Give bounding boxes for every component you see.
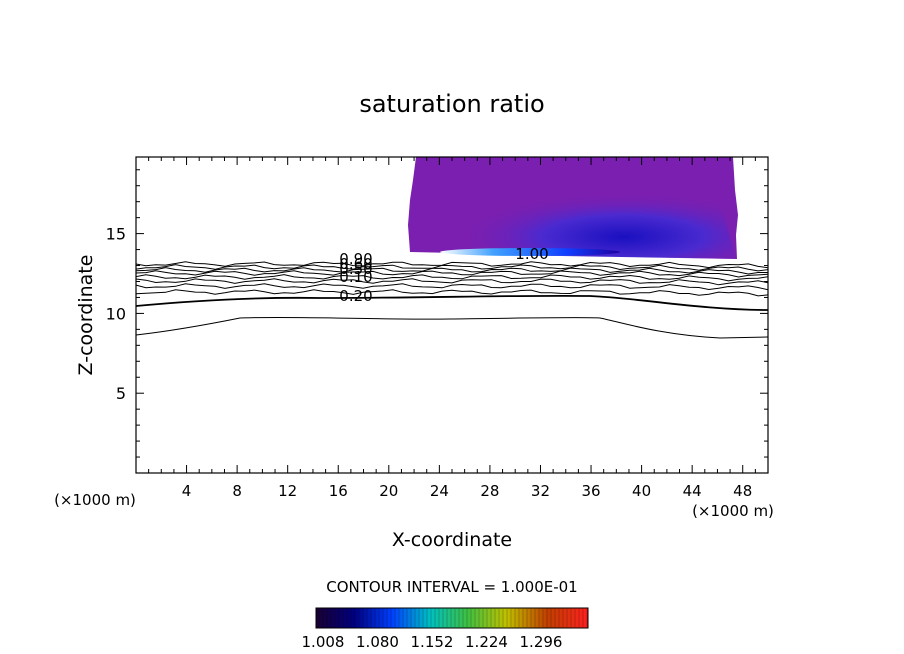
x-unit-label-right: (×1000 m) xyxy=(692,502,774,520)
contour-line xyxy=(136,283,768,291)
contour-line xyxy=(136,264,768,272)
y-tick-labels: 5 10 15 xyxy=(106,225,126,404)
x-tick-label: 32 xyxy=(531,482,550,500)
contour-line xyxy=(136,267,768,275)
x-tick-label: 44 xyxy=(683,482,702,500)
contour-label: 0.10 xyxy=(339,268,372,286)
x-tick-label: 36 xyxy=(581,482,600,500)
x-tick-label: 24 xyxy=(430,482,449,500)
contour-line xyxy=(136,274,768,282)
saturated-core xyxy=(440,180,736,259)
contour-labels: 0.900.600.500.100.20 1.00 xyxy=(339,245,548,305)
contour-line xyxy=(136,278,768,286)
contour-label: 1.00 xyxy=(515,245,548,263)
x-tick-label: 28 xyxy=(480,482,499,500)
x-tick-label: 4 xyxy=(182,482,192,500)
colorbar-stripes xyxy=(318,609,588,627)
saturated-band xyxy=(440,248,620,256)
x-axis-label: X-coordinate xyxy=(392,529,512,551)
x-tick-labels: 4 8 12 16 20 24 28 32 36 40 44 48 xyxy=(182,482,752,500)
chart-title: saturation ratio xyxy=(359,90,544,118)
x-unit-label-left: (×1000 m) xyxy=(54,491,136,509)
contour-label: 0.90 xyxy=(339,250,372,268)
colorbar-tick-label: 1.224 xyxy=(465,633,508,651)
x-tick-label: 48 xyxy=(733,482,752,500)
axis-ticks xyxy=(136,157,768,473)
y-tick-label: 15 xyxy=(106,225,126,244)
colorbar-tick-label: 1.080 xyxy=(356,633,399,651)
contour-line xyxy=(136,294,768,311)
x-tick-label: 20 xyxy=(379,482,398,500)
contour-line xyxy=(136,270,768,278)
contour-label: 0.50 xyxy=(339,260,372,278)
colorbar-tick-label: 1.008 xyxy=(302,633,345,651)
y-tick-label: 10 xyxy=(106,304,126,323)
colorbar-tick-label: 1.296 xyxy=(520,633,563,651)
contour-line xyxy=(136,289,768,297)
contour-lines xyxy=(136,261,768,339)
contour-interval-label: CONTOUR INTERVAL = 1.000E-01 xyxy=(326,578,577,596)
colorbar xyxy=(315,607,589,629)
contour-label: 0.60 xyxy=(339,255,372,273)
x-tick-label: 40 xyxy=(632,482,651,500)
colorbar-labels: 1.008 1.080 1.152 1.224 1.296 xyxy=(302,633,563,651)
y-axis-label: Z-coordinate xyxy=(75,255,97,376)
x-tick-label: 8 xyxy=(232,482,242,500)
x-tick-label: 16 xyxy=(329,482,348,500)
contour-line xyxy=(136,261,768,269)
colorbar-tick-label: 1.152 xyxy=(411,633,454,651)
y-tick-label: 5 xyxy=(116,384,126,403)
x-tick-label: 12 xyxy=(278,482,297,500)
plot-area xyxy=(136,157,768,339)
contour-label: 0.20 xyxy=(339,287,372,305)
contour-line xyxy=(136,316,768,339)
